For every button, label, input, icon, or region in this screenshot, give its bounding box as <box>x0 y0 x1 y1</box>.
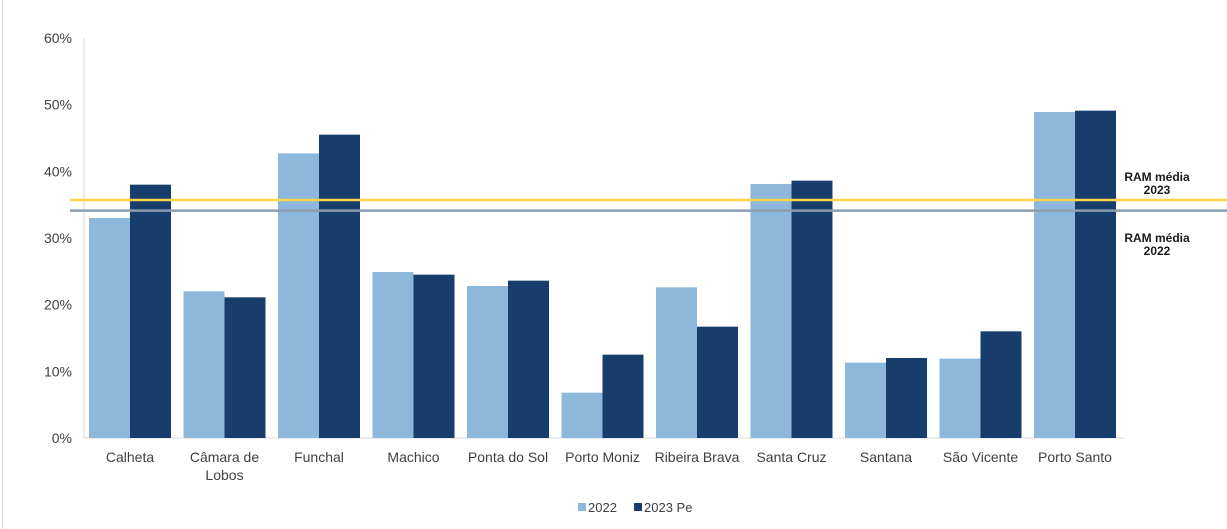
bar-series1-8 <box>845 362 886 438</box>
bar-series2-5 <box>602 354 644 438</box>
x-tick-label: Machico <box>387 449 439 465</box>
bar-series1-4 <box>467 286 508 438</box>
legend-swatch <box>634 503 642 511</box>
bar-series2-0 <box>130 184 171 438</box>
y-tick-label: 10% <box>44 363 72 379</box>
reference-line-label: RAM média <box>1124 231 1190 245</box>
y-tick-label: 60% <box>44 30 72 46</box>
x-tick-label: Lobos <box>205 467 243 483</box>
x-tick-label: São Vicente <box>943 449 1018 465</box>
x-tick-label: Calheta <box>106 449 154 465</box>
x-tick-label: Funchal <box>294 449 344 465</box>
x-tick-label: Porto Santo <box>1038 449 1112 465</box>
bar-series1-5 <box>561 392 603 438</box>
y-tick-label: 30% <box>44 230 72 246</box>
bars <box>89 110 1116 439</box>
bar-series1-7 <box>750 184 792 438</box>
legend-label: 2023 Pe <box>644 500 692 515</box>
bar-series2-7 <box>791 180 833 439</box>
x-axis-labels: Calheta Câmara de Lobos Funchal Machico Ponta… <box>106 449 1112 483</box>
x-tick-label: Câmara de <box>190 449 259 465</box>
y-axis-labels: 0% 10% 20% 30% 40% 50% 60% <box>44 30 72 446</box>
bar-series2-9 <box>980 331 1022 438</box>
bar-series1-6 <box>656 287 697 438</box>
left-border <box>2 0 3 529</box>
legend-label: 2022 <box>588 500 617 515</box>
bar-series1-10 <box>1034 112 1075 438</box>
bar-series2-1 <box>224 297 266 438</box>
legend-swatch <box>578 503 586 511</box>
bar-series2-6 <box>697 326 738 438</box>
y-tick-label: 0% <box>52 430 72 446</box>
reference-lines <box>70 198 1227 212</box>
bar-series1-0 <box>89 218 130 438</box>
x-tick-label: Santana <box>860 449 912 465</box>
bar-series1-9 <box>939 358 981 438</box>
bar-series2-3 <box>413 274 455 438</box>
bar-series2-10 <box>1075 110 1116 439</box>
y-tick-label: 20% <box>44 297 72 313</box>
reference-line-label: RAM média <box>1124 170 1190 184</box>
bar-series2-8 <box>886 358 927 438</box>
bar-series1-3 <box>372 272 414 438</box>
bar-series2-4 <box>508 280 549 438</box>
y-tick-label: 40% <box>44 163 72 179</box>
reference-line-label: 2023 <box>1144 183 1171 197</box>
bar-series1-1 <box>183 291 225 438</box>
y-tick-label: 50% <box>44 97 72 113</box>
x-tick-label: Ribeira Brava <box>655 449 740 465</box>
x-tick-label: Santa Cruz <box>756 449 826 465</box>
x-tick-label: Porto Moniz <box>565 449 640 465</box>
bar-series1-2 <box>278 153 319 438</box>
reference-line-label: 2022 <box>1144 244 1171 258</box>
bar-series2-2 <box>319 134 360 439</box>
x-tick-label: Ponta do Sol <box>468 449 548 465</box>
legend: 2022 2023 Pe <box>578 500 692 515</box>
